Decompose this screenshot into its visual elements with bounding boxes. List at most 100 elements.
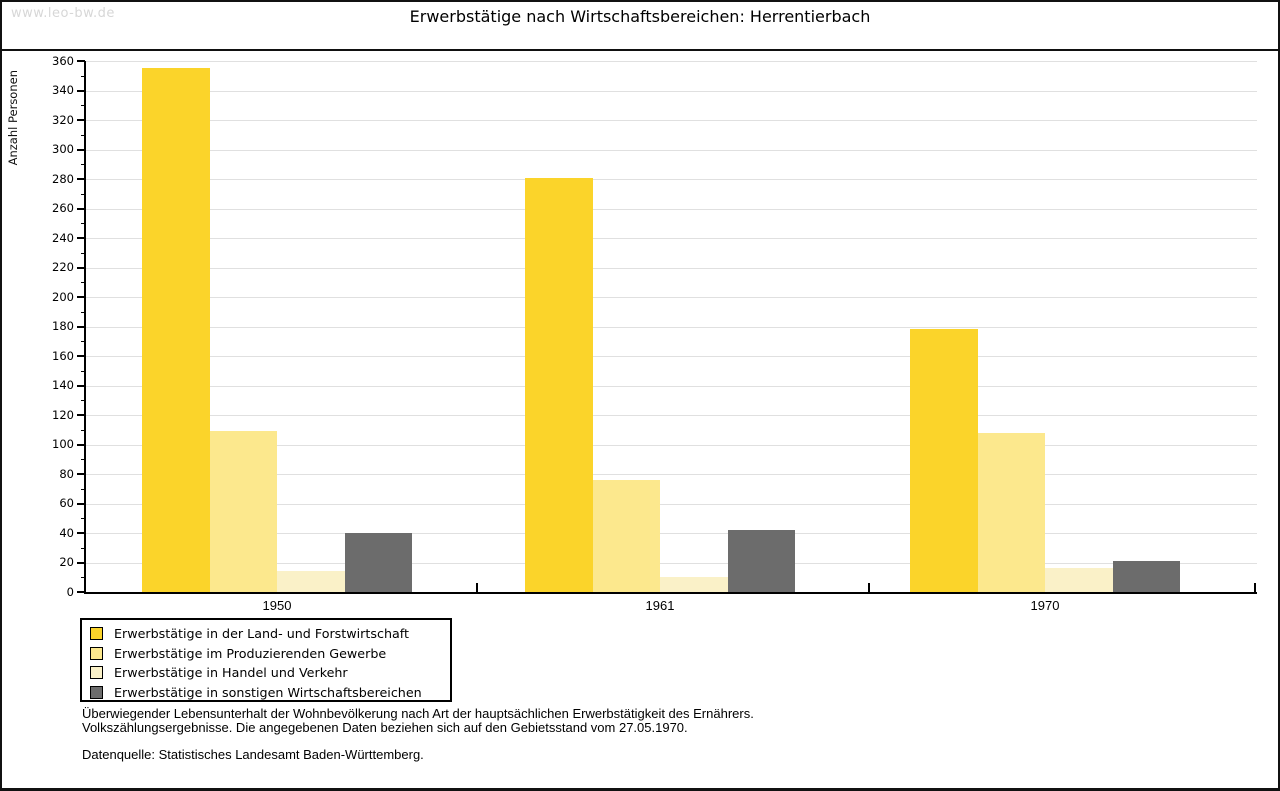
y-tick-label: 160 [52, 348, 74, 363]
gridline [86, 474, 1257, 475]
gridline [86, 326, 1257, 328]
y-tick [77, 178, 85, 180]
x-category-label: 1970 [1030, 598, 1060, 613]
bar [592, 479, 660, 592]
y-tick [77, 237, 85, 239]
footnote-line-2: Volkszählungsergebnisse. Die angegebenen… [82, 719, 688, 735]
gridline [86, 267, 1257, 269]
plot-area: 0 20 40 60 80 100 120 140 160 180 200 220 240 260 280 3… [52, 54, 1257, 613]
gridline [86, 385, 1257, 387]
bar [660, 577, 728, 592]
footnote-line-1: Überwiegender Lebensunterhalt der Wohnbe… [82, 706, 754, 721]
y-tick-minor [81, 75, 86, 77]
y-tick [77, 148, 85, 151]
y-tick-minor [81, 518, 86, 520]
y-tick-minor [81, 547, 86, 549]
watermark: www.leo-bw.de [11, 6, 115, 21]
y-tick-label: 180 [52, 319, 74, 333]
legend-item: Erwerbstätige in der Land- und Forstwirt… [90, 624, 450, 644]
y-tick-minor [81, 164, 86, 166]
y-tick-label: 260 [52, 201, 74, 215]
y-tick-minor [81, 223, 86, 225]
y-tick [77, 443, 85, 446]
y-tick [77, 60, 85, 62]
legend-label: Erwerbstätige in der Land- und Forstwirt… [114, 626, 409, 642]
legend-item: Erwerbstätige in Handel und Verkehr [90, 663, 450, 683]
gridline [86, 120, 1257, 121]
legend: Erwerbstätige in der Land- und Forstwirt… [80, 618, 452, 702]
legend-item: Erwerbstätige in sonstigen Wirtschaftsbe… [90, 683, 450, 703]
gridline [86, 297, 1257, 298]
bar [277, 571, 345, 592]
gridline [86, 562, 1257, 564]
y-tick-label: 140 [52, 378, 74, 392]
legend-item: Erwerbstätige im Produzierenden Gewerbe [90, 644, 450, 664]
y-tick [77, 473, 85, 475]
legend-swatch [90, 627, 103, 641]
y-tick-minor [81, 577, 86, 579]
y-tick-minor [81, 134, 86, 136]
bar [1112, 561, 1180, 592]
y-tick-label: 100 [52, 437, 74, 451]
bar [525, 177, 593, 592]
y-tick-label: 0 [66, 584, 74, 599]
y-tick [77, 355, 85, 357]
gridline [86, 149, 1257, 151]
x-category-label: 1950 [262, 598, 292, 613]
gridline [86, 415, 1257, 416]
legend-label: Erwerbstätige in Handel und Verkehr [114, 665, 348, 681]
legend-swatch [90, 685, 103, 699]
y-tick [77, 207, 85, 210]
bar [1045, 568, 1113, 592]
bar [344, 533, 412, 592]
y-tick-minor [81, 252, 86, 254]
y-tick-minor [81, 429, 86, 431]
y-tick-label: 80 [59, 466, 74, 481]
y-tick-minor [81, 193, 86, 195]
gridline [86, 179, 1257, 180]
y-tick [77, 561, 85, 564]
y-tick-minor [81, 105, 86, 107]
header-divider [2, 49, 1278, 51]
y-tick-minor [81, 341, 86, 343]
y-tick-label: 360 [52, 53, 74, 68]
y-tick-label: 240 [52, 230, 74, 245]
y-tick-label: 20 [59, 555, 74, 569]
x-tick [476, 583, 478, 592]
gridline [86, 533, 1257, 534]
y-tick-minor [81, 282, 86, 284]
footnote: Überwiegender Lebensunterhalt der Wohnbe… [82, 707, 754, 762]
gridline [86, 444, 1257, 446]
legend-swatch [90, 646, 103, 660]
y-tick [77, 119, 85, 121]
y-tick-label: 120 [52, 407, 74, 422]
y-tick [77, 296, 85, 298]
y-tick-label: 200 [52, 289, 74, 304]
y-tick-minor [81, 400, 86, 402]
bar [209, 431, 277, 592]
y-tick-label: 340 [52, 83, 74, 97]
bar [142, 68, 210, 592]
y-tick [77, 502, 85, 505]
gridline [86, 61, 1257, 62]
y-tick [77, 414, 85, 416]
y-tick-label: 60 [59, 496, 74, 510]
x-tick [868, 583, 870, 592]
bar [727, 530, 795, 592]
bar [910, 329, 978, 592]
bar [977, 432, 1045, 592]
legend-label: Erwerbstätige im Produzierenden Gewerbe [114, 645, 387, 661]
y-tick [77, 384, 85, 387]
y-tick-label: 40 [59, 525, 74, 540]
y-tick-minor [81, 488, 86, 490]
y-tick-minor [81, 311, 86, 313]
y-tick [77, 89, 85, 92]
y-tick [77, 532, 85, 534]
gridline [86, 356, 1257, 357]
y-tick [77, 266, 85, 269]
y-tick-label: 300 [52, 142, 74, 156]
legend-label: Erwerbstätige in sonstigen Wirtschaftsbe… [114, 684, 422, 700]
y-axis-title: Anzahl Personen [6, 70, 20, 166]
y-tick-minor [81, 459, 86, 461]
